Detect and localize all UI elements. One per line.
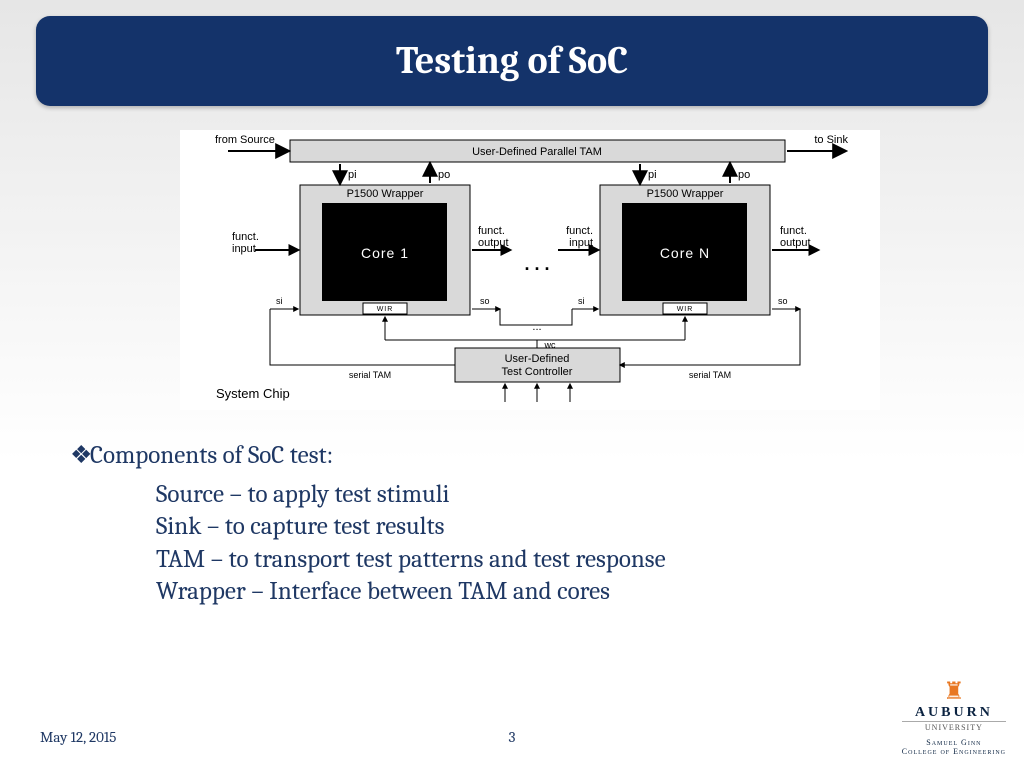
soc-diagram-svg: User-Defined Parallel TAM from Source to… bbox=[180, 130, 880, 410]
controller-l2: Test Controller bbox=[502, 366, 573, 378]
logo-tower-icon: ♜ bbox=[902, 680, 1006, 704]
serial-tam-right bbox=[620, 309, 800, 365]
fout-1b: output bbox=[478, 237, 509, 249]
serial-tam-left bbox=[270, 309, 455, 365]
bullet-lead: ❖Components of SoC test: bbox=[100, 440, 924, 473]
serial-tam-r: serial TAM bbox=[689, 370, 731, 380]
fout-1a: funct. bbox=[478, 225, 505, 237]
ellipsis-bottom: ... bbox=[532, 321, 541, 333]
wrapper-1: P1500 Wrapper Core 1 WIR bbox=[300, 185, 470, 315]
bullet-item-1: Source – to apply test stimuli bbox=[100, 479, 924, 512]
bullet-item-2: Sink – to capture test results bbox=[100, 511, 924, 544]
si-n-label: si bbox=[578, 296, 585, 306]
bullet-item-3: TAM – to transport test patterns and tes… bbox=[100, 544, 924, 577]
from-source-label: from Source bbox=[215, 134, 275, 146]
slide-body: ❖Components of SoC test: Source – to app… bbox=[100, 440, 924, 609]
fout-na: funct. bbox=[780, 225, 807, 237]
footer-page: 3 bbox=[509, 728, 516, 746]
so-1-label: so bbox=[480, 296, 490, 306]
logo-coll1: Samuel Ginn bbox=[902, 738, 1006, 747]
footer-date: May 12, 2015 bbox=[40, 728, 116, 746]
fin-na: funct. bbox=[566, 225, 593, 237]
ellipsis-cores: . . . bbox=[524, 254, 549, 274]
po-1-label: po bbox=[438, 169, 450, 181]
so-n-label: so bbox=[778, 296, 788, 306]
soc-diagram: User-Defined Parallel TAM from Source to… bbox=[180, 130, 880, 410]
slide-title-bar: Testing of SoC bbox=[36, 16, 988, 106]
wc-label: wc bbox=[544, 340, 556, 350]
core-1-label: Core 1 bbox=[361, 245, 409, 261]
logo-name: AUBURN bbox=[902, 705, 1006, 721]
logo-coll2: College of Engineering bbox=[902, 747, 1006, 756]
slide-title: Testing of SoC bbox=[396, 39, 628, 83]
wrapper-n-title: P1500 Wrapper bbox=[647, 188, 724, 200]
wrapper-n: P1500 Wrapper Core N WIR bbox=[600, 185, 770, 315]
footer-logo: ♜ AUBURN UNIVERSITY Samuel Ginn College … bbox=[902, 680, 1006, 756]
serial-tam-l: serial TAM bbox=[349, 370, 391, 380]
wir-1: WIR bbox=[377, 306, 394, 313]
fin-1a: funct. bbox=[232, 231, 259, 243]
core-n-label: Core N bbox=[660, 245, 710, 261]
tam-label: User-Defined Parallel TAM bbox=[472, 146, 602, 158]
controller-l1: User-Defined bbox=[505, 353, 570, 365]
logo-univ: UNIVERSITY bbox=[902, 721, 1006, 732]
pi-1-label: pi bbox=[348, 169, 357, 181]
wrapper-1-title: P1500 Wrapper bbox=[347, 188, 424, 200]
po-n-label: po bbox=[738, 169, 750, 181]
system-chip-label: System Chip bbox=[216, 386, 290, 401]
fout-nb: output bbox=[780, 237, 811, 249]
bullet-icon: ❖ bbox=[70, 440, 90, 473]
bullet-item-4: Wrapper – Interface between TAM and core… bbox=[100, 576, 924, 609]
si-1-label: si bbox=[276, 296, 283, 306]
fin-1b: input bbox=[232, 243, 256, 255]
wir-n: WIR bbox=[677, 306, 694, 313]
to-sink-label: to Sink bbox=[814, 134, 848, 146]
pi-n-label: pi bbox=[648, 169, 657, 181]
fin-nb: input bbox=[569, 237, 593, 249]
